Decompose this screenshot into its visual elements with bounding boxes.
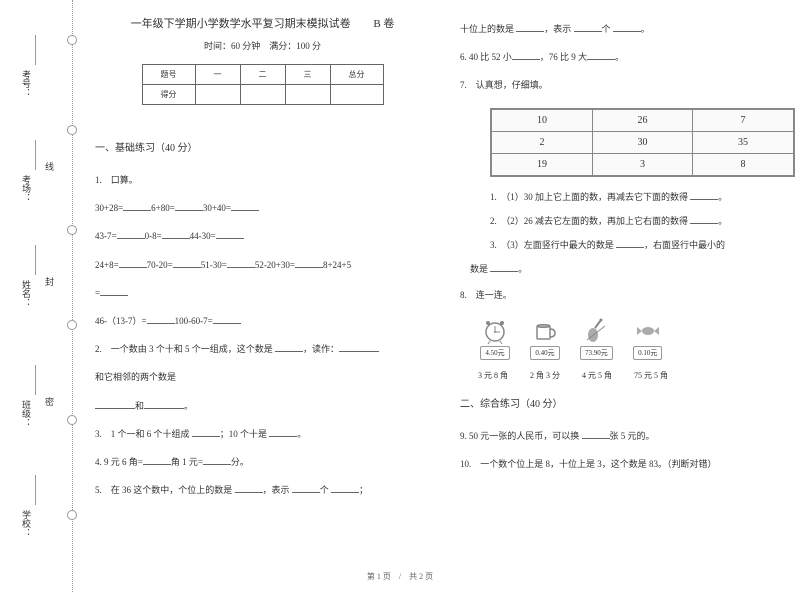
side-label: 学校： (20, 510, 33, 537)
q7-sub3b: 数是 。 (470, 261, 795, 277)
table-row: 题号 一 二 三 总分 (142, 65, 383, 85)
side-label: 考场： (20, 175, 33, 202)
item-cup: 0.40元 (530, 318, 560, 360)
number-grid: 10267 23035 1938 (490, 108, 795, 177)
th: 二 (240, 65, 285, 85)
title-right: B 卷 (373, 18, 394, 30)
q8: 8. 连一连。 (460, 287, 795, 303)
price-tag: 4.50元 (480, 346, 509, 360)
q1-line1: 30+28=6+80=30+40= (95, 200, 430, 216)
item-violin: 73.90元 (580, 318, 613, 360)
q1-label: 1. 口算。 (95, 172, 430, 188)
binding-circle (67, 415, 77, 425)
side-label: 姓名： (20, 280, 33, 307)
section-1-title: 一、基础练习（40 分） (95, 139, 430, 154)
q9: 9. 50 元一张的人民币，可以换 张 5 元的。 (460, 428, 795, 444)
q7-sub2: 2. （2）26 减去它左面的数，再加上它右面的数得 。 (490, 213, 795, 229)
q1-line2: 43-7=0-8=44-30= (95, 228, 430, 244)
exam-title: 一年级下学期小学数学水平复习期末模拟试卷 B 卷 (95, 15, 430, 31)
side-label: 班级： (20, 400, 33, 427)
td: 得分 (142, 85, 195, 105)
binding-circle (67, 35, 77, 45)
q1-line3: 24+8=70-20=51-30=52-20+30=8+24+5 (95, 257, 430, 273)
th: 总分 (330, 65, 383, 85)
cup-icon (530, 318, 560, 344)
q6: 6. 40 比 52 小，76 比 9 大。 (460, 49, 795, 65)
table-row: 得分 (142, 85, 383, 105)
q1-line4: 46-（13-7）=100-60-7= (95, 313, 430, 329)
q5b: 十位上的数是 ，表示 个 。 (460, 21, 795, 37)
q7-sub1: 1. （1）30 加上它上面的数，再减去它下面的数得 。 (490, 189, 795, 205)
binding-circle (67, 510, 77, 520)
binding-line (72, 0, 73, 592)
seal-char: 线 (45, 160, 54, 173)
item-candy: 0.10元 (633, 318, 663, 360)
price-tag: 0.10元 (633, 346, 662, 360)
match-label: 75 元 5 角 (634, 370, 668, 381)
seal-char: 封 (45, 275, 54, 288)
th: 三 (285, 65, 330, 85)
q2c: 和。 (95, 398, 430, 414)
title-left: 一年级下学期小学数学水平复习期末模拟试卷 (131, 18, 351, 30)
binding-circle (67, 320, 77, 330)
labels-row: 3 元 8 角 2 角 3 分 4 元 5 角 75 元 5 角 (478, 370, 795, 381)
match-label: 3 元 8 角 (478, 370, 508, 381)
subtitle: 时间：60 分钟 满分：100 分 (95, 39, 430, 52)
right-column: 十位上的数是 ，表示 个 。 6. 40 比 52 小，76 比 9 大。 7.… (460, 15, 795, 570)
q2b: 和它相邻的两个数是 (95, 369, 430, 385)
clock-icon (480, 318, 510, 344)
binding-circle (67, 225, 77, 235)
q1-line3b: = (95, 285, 430, 301)
side-label: 考号： (20, 70, 33, 97)
left-column: 一年级下学期小学数学水平复习期末模拟试卷 B 卷 时间：60 分钟 满分：100… (95, 15, 430, 570)
icons-row: 4.50元 0.40元 73.90元 0.10元 (480, 318, 795, 360)
match-label: 4 元 5 角 (582, 370, 612, 381)
q4: 4. 9 元 6 角=角 1 元=分。 (95, 454, 430, 470)
side-labels: 考号： 考场： 姓名： 班级： 学校： 线封密 (0, 0, 58, 592)
score-table: 题号 一 二 三 总分 得分 (142, 64, 384, 105)
violin-icon (581, 318, 611, 344)
q3: 3. 1 个一和 6 个十组成 ；10 个十是 。 (95, 426, 430, 442)
q2: 2. 一个数由 3 个十和 5 个一组成，这个数是 ，读作： (95, 341, 430, 357)
candy-icon (633, 318, 663, 344)
item-clock: 4.50元 (480, 318, 510, 360)
binding-circle (67, 125, 77, 135)
seal-char: 密 (45, 395, 54, 408)
match-label: 2 角 3 分 (530, 370, 560, 381)
price-tag: 73.90元 (580, 346, 613, 360)
q10: 10. 一个数个位上是 8，十位上是 3，这个数是 83。（判断对错） (460, 456, 795, 472)
q7-sub3: 3. （3）左面竖行中最大的数是 ，右面竖行中最小的 (490, 237, 795, 253)
q7: 7. 认真想，仔细填。 (460, 77, 795, 93)
page-footer: 第 1 页 / 共 2 页 (0, 571, 800, 582)
price-tag: 0.40元 (530, 346, 559, 360)
th: 题号 (142, 65, 195, 85)
q5: 5. 在 36 这个数中，个位上的数是 ，表示 个 ； (95, 482, 430, 498)
th: 一 (195, 65, 240, 85)
section-2-title: 二、综合练习（40 分） (460, 395, 795, 410)
